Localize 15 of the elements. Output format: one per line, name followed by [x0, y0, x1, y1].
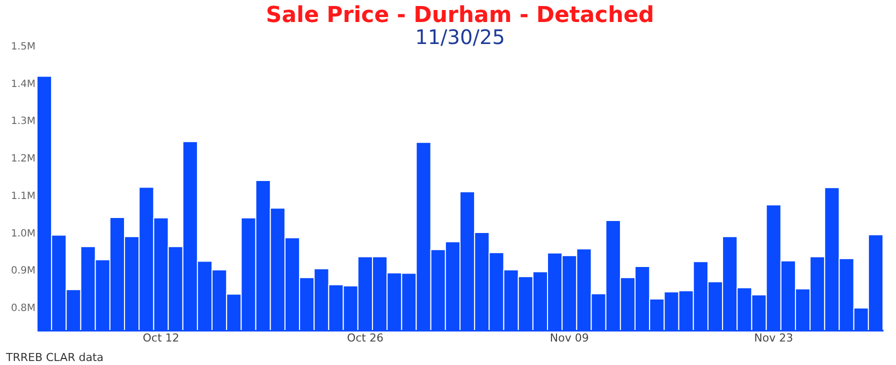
- text: TRREB CLAR data: [5, 351, 104, 364]
- y-tick-label: 1.0M: [10, 228, 36, 240]
- x-tick-label: Nov 09: [550, 332, 589, 344]
- y-tick-label: 0.8M: [10, 303, 36, 314]
- y-tick-label: 1.5M: [10, 42, 36, 52]
- x-tick-label: Oct 26: [346, 332, 384, 344]
- chart-title: Sale Price - Durham - Detached: [266, 3, 654, 28]
- y-tick-label: 0.9M: [10, 266, 36, 277]
- x-tick-label: Oct 12: [142, 332, 180, 344]
- y-tick-label: 1.2M: [10, 154, 36, 165]
- x-tick-label: Nov 23: [754, 332, 794, 344]
- y-tick-label: 1.4M: [10, 78, 36, 90]
- y-tick-label: 1.3M: [10, 116, 36, 128]
- y-tick-label: 1.1M: [10, 190, 36, 202]
- chart-subtitle: 11/30/25: [415, 25, 505, 49]
